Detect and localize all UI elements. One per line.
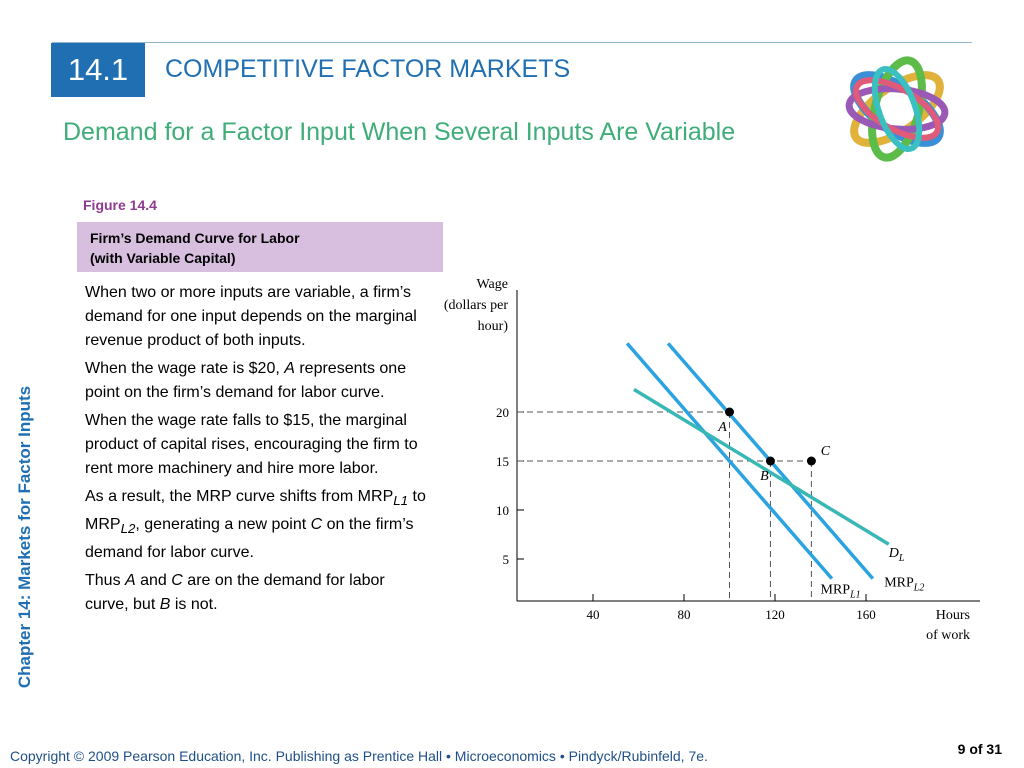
series-line-mrp-l1 (625, 342, 834, 580)
paragraph-2: When the wage rate is $20, A represents … (85, 360, 407, 401)
series-label-mrp-l1: MRPL1 (821, 582, 861, 600)
y-axis-label: (dollars per (444, 298, 508, 313)
series-label-mrp-l2: MRPL2 (884, 575, 924, 593)
demand-for-labor-chart: Wage (dollars per hour) Hours of work 5 10 15 20… (444, 277, 980, 643)
section-number: 14.1 (51, 43, 145, 97)
body-text: When two or more inputs are variable, a … (85, 281, 430, 621)
paragraph-5: Thus A and C are on the demand for labor… (85, 572, 385, 614)
y-axis-label: Wage (476, 277, 508, 292)
y-axis-label: hour) (478, 319, 509, 334)
y-tick-label: 20 (496, 405, 509, 420)
point-b (765, 456, 775, 466)
top-rule (52, 42, 972, 43)
chapter-side-title: Chapter 14: Markets for Factor Inputs (15, 385, 34, 689)
caption-line-1: Firm’s Demand Curve for Labor (90, 230, 300, 246)
y-tick-label: 10 (496, 503, 509, 518)
x-tick-label: 40 (587, 607, 600, 622)
footer-copyright: Copyright © 2009 Pearson Education, Inc.… (10, 748, 708, 764)
series-line-d-l (633, 387, 890, 546)
caption-line-2: (with Variable Capital) (90, 250, 236, 266)
y-tick-label: 15 (496, 454, 509, 469)
x-axis-label: of work (926, 628, 970, 643)
page-number: 9 of 31 (957, 741, 1002, 757)
point-a (725, 407, 734, 417)
paragraph-3: When the wage rate falls to $15, the mar… (85, 412, 418, 477)
point-c (806, 456, 816, 466)
paragraph-1: When two or more inputs are variable, a … (85, 284, 417, 349)
slide-subtitle: Demand for a Factor Input When Several I… (63, 118, 736, 146)
point-label-c: C (821, 444, 831, 459)
point-label-b: B (760, 469, 769, 484)
x-axis-label: Hours (936, 608, 970, 623)
paragraph-4: As a result, the MRP curve shifts from M… (85, 488, 426, 562)
series-label-d-l: DL (888, 546, 905, 564)
point-label-a: A (717, 420, 727, 435)
figure-caption: Firm’s Demand Curve for Labor (with Vari… (77, 222, 443, 272)
x-tick-label: 160 (856, 607, 876, 622)
figure-label: Figure 14.4 (83, 197, 157, 213)
x-tick-label: 120 (765, 607, 785, 622)
rings-logo-icon (845, 56, 949, 162)
y-tick-label: 5 (503, 552, 510, 567)
section-title: COMPETITIVE FACTOR MARKETS (165, 55, 571, 83)
x-tick-label: 80 (678, 607, 691, 622)
